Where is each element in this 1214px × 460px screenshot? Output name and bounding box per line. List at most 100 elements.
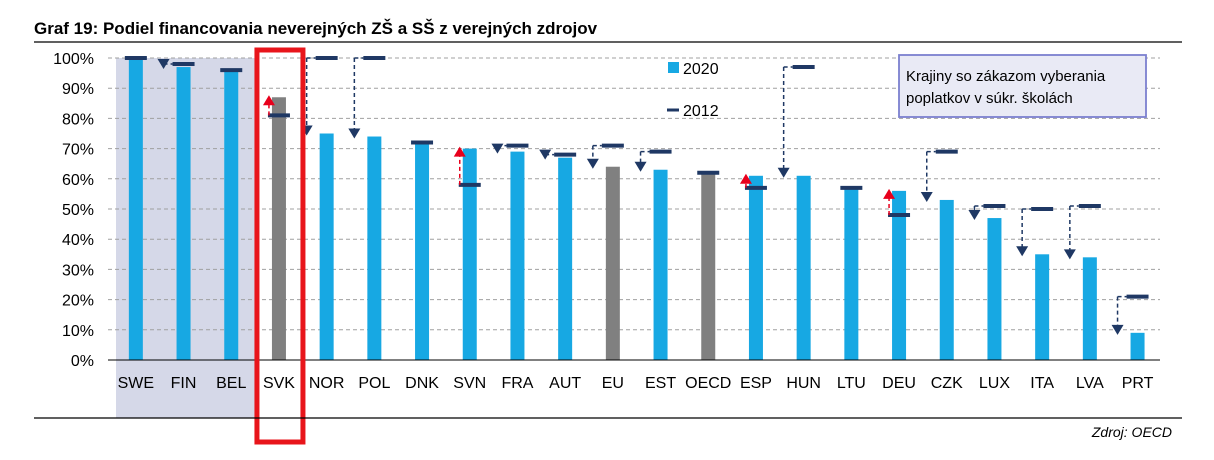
arrow-deu: [883, 188, 896, 216]
bar-prt: [1130, 332, 1145, 360]
annotation-frame: [898, 54, 1147, 118]
x-label-aut: AUT: [549, 375, 581, 392]
x-label-oecd: OECD: [685, 375, 731, 392]
x-label-nor: NOR: [309, 375, 345, 392]
arrow-eu: [586, 144, 602, 169]
arrow-pol-head: [348, 128, 361, 139]
bar-ltu: [844, 187, 859, 360]
arrow-hun-head: [777, 167, 790, 178]
y-axis-ticks: 0% 10% 20% 30% 40% 50% 60% 70% 80% 90% 100%: [53, 51, 94, 370]
arrow-deu-head: [883, 188, 896, 199]
bar-hun: [796, 175, 811, 360]
y-tick-30: 30%: [62, 262, 94, 279]
y-tick-50: 50%: [62, 202, 94, 219]
x-label-est: EST: [645, 375, 676, 392]
bar-nor: [319, 133, 334, 360]
arrow-hun: [777, 66, 793, 178]
x-label-lux: LUX: [979, 375, 1010, 392]
legend-2012-label: 2012: [683, 103, 719, 120]
bar-oecd: [701, 172, 716, 360]
arrow-czk-head: [920, 191, 933, 202]
arrow-ita-head: [1016, 246, 1029, 257]
arrow-aut: [539, 149, 555, 160]
x-label-pol: POL: [358, 375, 390, 392]
y-tick-60: 60%: [62, 172, 94, 189]
y-tick-90: 90%: [62, 81, 94, 98]
y-tick-40: 40%: [62, 232, 94, 249]
legend: 2020 2012: [667, 61, 719, 120]
arrow-est-head: [634, 161, 647, 172]
bar-lux: [987, 218, 1002, 360]
annotation-box: Krajiny so zákazom vyberania poplatkov v…: [898, 54, 1147, 118]
change-arrows: [157, 57, 1127, 335]
bar-fin: [176, 67, 191, 360]
bar-bel: [224, 70, 239, 360]
y-tick-100: 100%: [53, 51, 94, 68]
chart-title: Graf 19: Podiel financovania neverejných…: [34, 19, 598, 38]
arrow-lva: [1063, 205, 1079, 260]
arrow-lux-head: [968, 210, 981, 221]
x-label-hun: HUN: [786, 375, 821, 392]
x-label-eu: EU: [602, 375, 624, 392]
arrow-prt: [1111, 295, 1127, 335]
bar-eu: [605, 166, 620, 360]
y-tick-10: 10%: [62, 323, 94, 340]
arrow-pol: [348, 57, 364, 139]
markers-2012: [124, 56, 1149, 299]
arrow-eu-head: [586, 158, 599, 169]
arrow-svk: [262, 95, 275, 116]
x-label-ltu: LTU: [837, 375, 866, 392]
bar-deu: [892, 190, 907, 360]
arrow-aut-head: [539, 149, 552, 160]
bar-dnk: [415, 142, 430, 360]
x-label-fin: FIN: [171, 375, 197, 392]
x-label-dnk: DNK: [405, 375, 439, 392]
bar-swe: [128, 58, 143, 360]
y-tick-80: 80%: [62, 111, 94, 128]
bar-est: [653, 169, 668, 360]
x-label-czk: CZK: [931, 375, 963, 392]
legend-2020-swatch: [668, 62, 679, 73]
arrow-est: [634, 150, 650, 172]
source-note: Zdroj: OECD: [1091, 424, 1172, 440]
x-label-fra: FRA: [501, 375, 533, 392]
svk-highlight-box: [254, 47, 306, 445]
y-tick-0: 0%: [71, 353, 94, 370]
x-label-lva: LVA: [1076, 375, 1104, 392]
arrow-fin: [157, 59, 173, 70]
arrow-fra-head: [491, 143, 504, 154]
bar-czk: [939, 199, 954, 360]
arrow-fin-head: [157, 59, 170, 70]
bar-esp: [748, 175, 763, 360]
arrow-czk: [920, 150, 936, 202]
annotation-line-2: poplatkov v súkr. školách: [906, 90, 1073, 107]
x-label-svk: SVK: [263, 375, 295, 392]
x-axis-labels: SWE FIN BEL SVK NOR POL DNK SVN FRA AUT EU EST OECD E…: [118, 375, 1154, 392]
x-label-esp: ESP: [740, 375, 772, 392]
arrow-esp-head: [739, 173, 752, 184]
arrow-lva-head: [1063, 249, 1076, 260]
arrow-svk-head: [262, 95, 275, 106]
arrow-svn-head: [453, 146, 466, 157]
x-label-svn: SVN: [453, 375, 486, 392]
legend-2020-label: 2020: [683, 61, 719, 78]
arrow-prt-head: [1111, 324, 1124, 335]
x-label-prt: PRT: [1122, 375, 1154, 392]
bar-svn: [462, 148, 477, 360]
x-label-swe: SWE: [118, 375, 154, 392]
bar-fra: [510, 151, 525, 360]
bars: [128, 58, 1145, 360]
arrow-lux: [968, 205, 984, 221]
bar-ita: [1035, 254, 1050, 360]
bar-pol: [367, 136, 382, 360]
arrow-fra: [491, 143, 507, 154]
x-label-deu: DEU: [882, 375, 916, 392]
arrow-esp: [739, 173, 752, 188]
arrow-svn: [453, 146, 466, 185]
bar-svk: [271, 97, 286, 360]
y-tick-70: 70%: [62, 142, 94, 159]
arrow-ita: [1016, 208, 1032, 257]
y-tick-20: 20%: [62, 293, 94, 310]
bar-aut: [558, 157, 573, 360]
